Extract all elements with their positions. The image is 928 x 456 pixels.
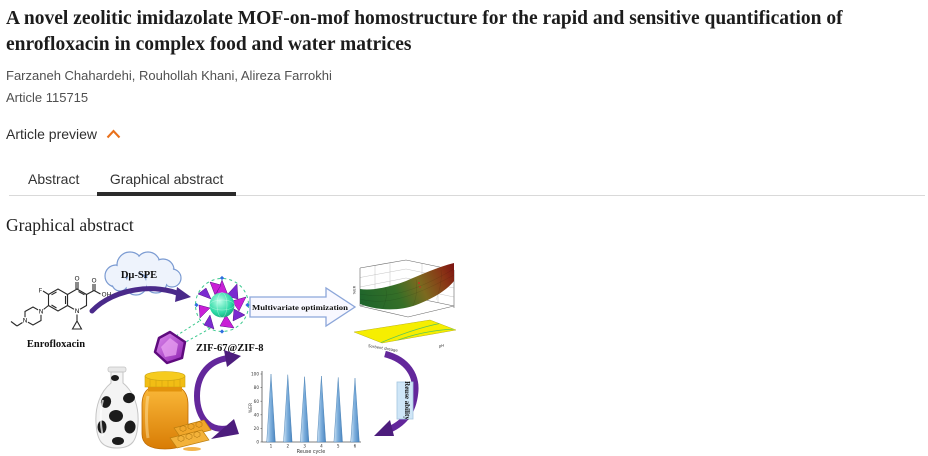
chart-ylabel: %ER	[248, 403, 254, 413]
multivariate-arrow-label: Multivariate optimization	[252, 302, 349, 311]
y-tick-label: 40	[254, 412, 260, 417]
y-tick-label: 100	[251, 371, 259, 376]
article-preview-toggle[interactable]: Article preview	[6, 126, 121, 142]
reusability-chart: 1 2 3 4 5 6 0 20 40 60 80 100 Reuse cycle %ER	[248, 365, 364, 456]
atom-n1: N	[75, 307, 80, 315]
atom-n3: N	[23, 316, 28, 324]
milk-bottle	[95, 366, 139, 449]
honey-jar	[141, 370, 212, 451]
x-tick-label: 3	[303, 443, 306, 448]
surface-xlabel: Sorbent dosage	[368, 343, 399, 353]
x-tick-label: 1	[270, 443, 273, 448]
y-tick-label: 20	[254, 426, 260, 431]
chevron-up-icon	[106, 129, 121, 138]
graphical-abstract-figure: O O OH F N N N Enrofloxacin	[8, 250, 928, 456]
article-number: Article 115715	[6, 89, 89, 105]
spike-bar	[266, 373, 276, 442]
y-tick-label: 60	[254, 398, 260, 403]
cloud-label: Dμ-SPE	[121, 270, 157, 281]
gem-icon	[153, 319, 212, 364]
reusability-yticks: 0 20 40 60 80 100	[251, 371, 262, 444]
multivariate-arrow: Multivariate optimization	[249, 286, 357, 327]
tab-graphical-abstract[interactable]: Graphical abstract	[96, 166, 237, 196]
surface-zlabel: %ER	[352, 285, 357, 294]
reusability-spikes	[266, 373, 360, 442]
chart-xlabel: Reuse cycle	[297, 449, 326, 455]
extraction-arrow	[89, 285, 191, 314]
atom-oh: OH	[102, 290, 112, 298]
recycle-arrow	[193, 349, 241, 439]
graphical-abstract-image: O O OH F N N N Enrofloxacin	[10, 251, 457, 456]
atom-o-acid: O	[91, 276, 96, 284]
atom-n2: N	[39, 307, 44, 315]
x-tick-label: 4	[320, 443, 323, 448]
y-tick-label: 80	[254, 385, 260, 390]
section-heading: Graphical abstract	[6, 214, 134, 235]
atom-f: F	[39, 286, 43, 294]
reuse-ability-label: Reuse ability	[403, 381, 411, 420]
y-tick-label: 0	[256, 439, 259, 444]
atom-o-ketone: O	[74, 274, 79, 282]
mof-sphere	[209, 292, 235, 318]
reusability-xticks: 1 2 3 4 5 6	[270, 443, 357, 448]
x-tick-label: 5	[337, 443, 340, 448]
spike-bar	[283, 374, 293, 442]
tab-list: Abstract Graphical abstract	[9, 166, 925, 196]
article-title-link[interactable]: A novel zeolitic imidazolate MOF-on-mof …	[6, 8, 843, 56]
spike-bar	[333, 377, 343, 442]
x-tick-label: 6	[354, 443, 357, 448]
reuse-ability-badge	[396, 381, 414, 420]
x-tick-label: 2	[286, 443, 289, 448]
honeycomb	[169, 419, 212, 451]
mof-icon	[194, 275, 250, 334]
spike-bar	[350, 377, 360, 442]
tab-abstract[interactable]: Abstract	[28, 170, 80, 187]
article-preview-label: Article preview	[6, 125, 98, 142]
surface-plot: Sorbent dosage pH %ER	[352, 259, 457, 353]
surface-ylabel: pH	[438, 342, 444, 348]
reuse-arrow: Reuse ability	[374, 350, 419, 436]
article-authors: Farzaneh Chahardehi, Rouhollah Khani, Al…	[6, 67, 332, 83]
spike-bar	[316, 375, 326, 442]
molecule-label: Enrofloxacin	[27, 339, 85, 350]
zif-label: ZIF-67@ZIF-8	[196, 343, 264, 354]
molecule-structure: O O OH F N N N Enrofloxacin	[10, 274, 112, 350]
spike-bar	[300, 376, 310, 442]
